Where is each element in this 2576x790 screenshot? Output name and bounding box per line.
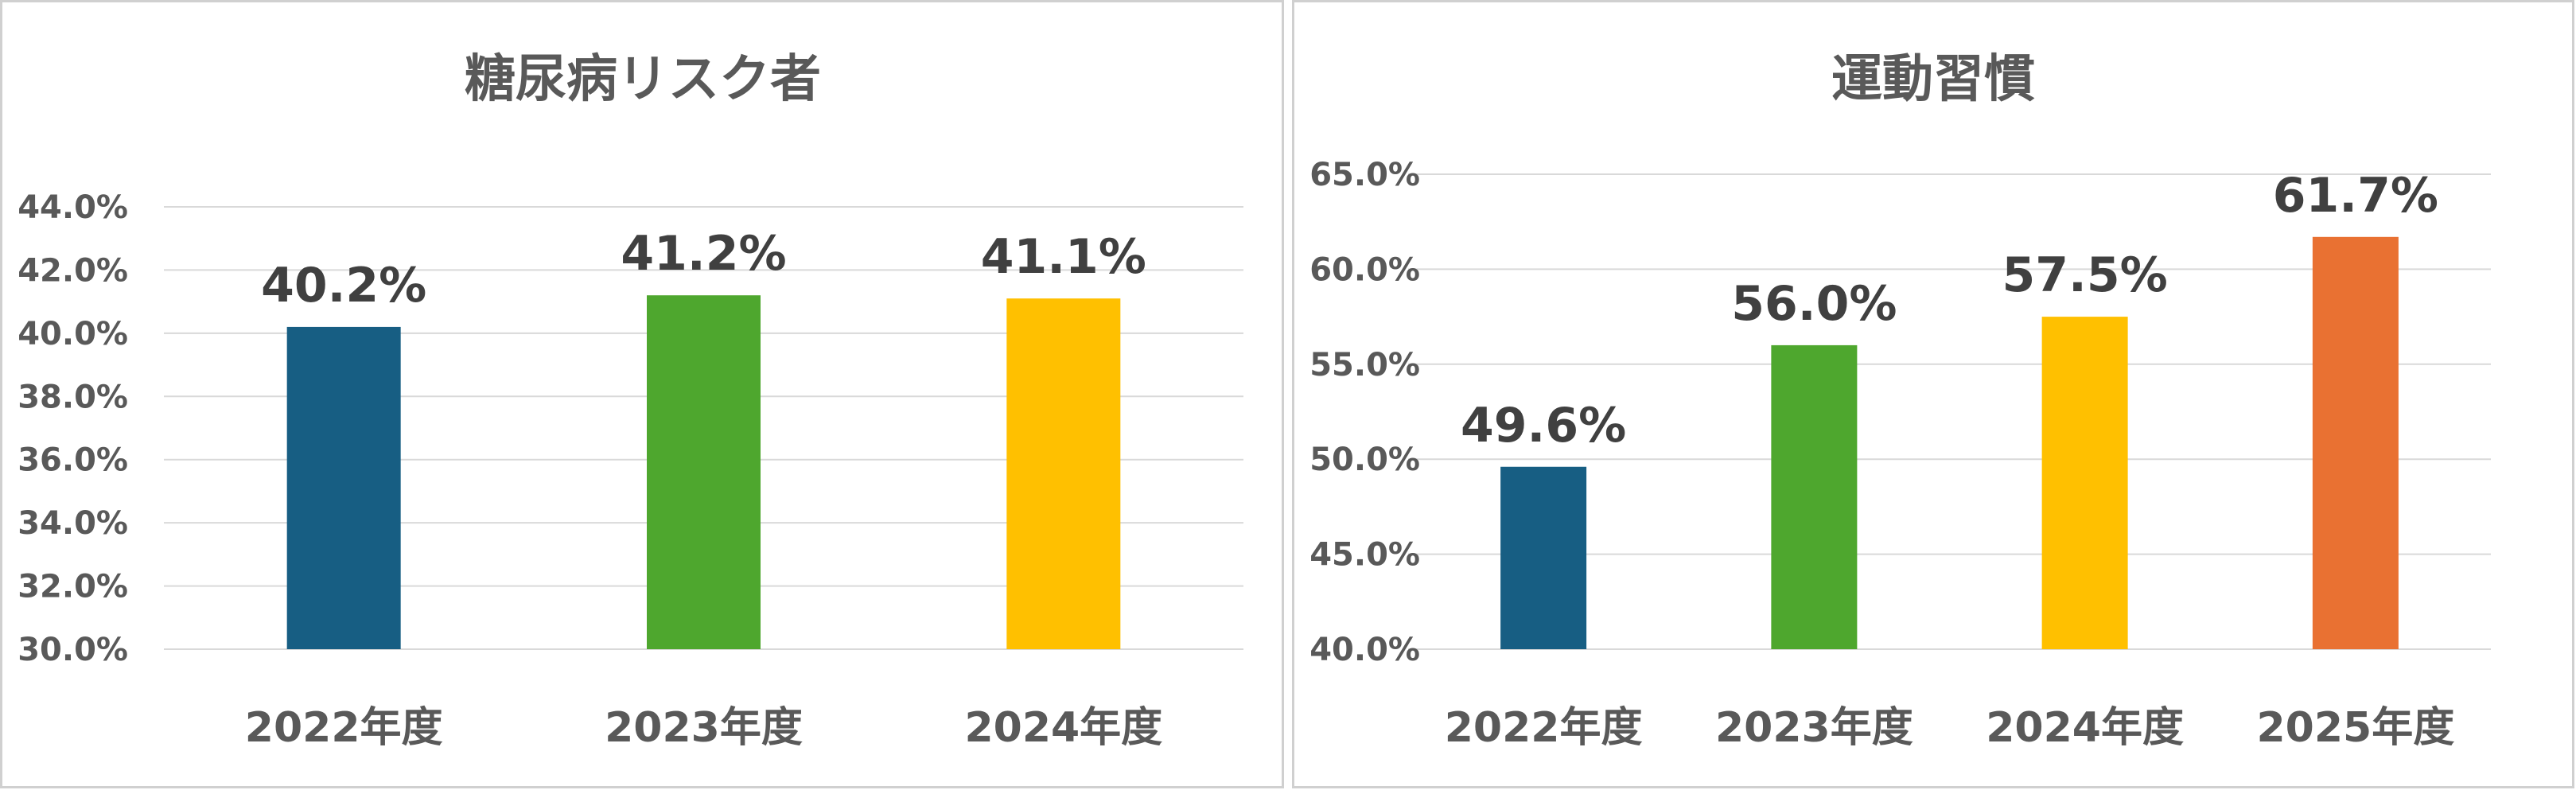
diabetes-risk-chart: 糖尿病リスク者 30.0% 32.0% 34.0% 36.0% 38.0% 40.0% 42… (18, 50, 1243, 752)
chart-panel-diabetes-risk: 糖尿病リスク者 30.0% 32.0% 34.0% 36.0% 38.0% 40.0% 42… (0, 0, 1284, 788)
y-tick-label: 38.0% (18, 379, 128, 415)
data-label: 49.6% (1461, 398, 1626, 453)
chart-panel-exercise-habit: 運動習慣 40.0% 45.0% 50.0% 55.0% 60.0% 65.0% 49.6%… (1292, 0, 2574, 788)
data-label: 40.2% (261, 258, 426, 313)
bar (1500, 466, 1587, 649)
bar (2312, 236, 2399, 650)
data-label: 41.1% (981, 229, 1146, 285)
y-tick-label: 65.0% (1309, 157, 1420, 193)
y-tick-label: 50.0% (1309, 442, 1420, 478)
y-tick-label: 34.0% (18, 505, 128, 542)
bar (1006, 298, 1121, 649)
data-label: 57.5% (2002, 247, 2168, 303)
data-label: 41.2% (621, 226, 786, 282)
y-tick-label: 60.0% (1309, 251, 1420, 288)
x-category-label: 2023年度 (605, 704, 803, 752)
y-tick-label: 30.0% (18, 632, 128, 668)
exercise-habit-chart: 運動習慣 40.0% 45.0% 50.0% 55.0% 60.0% 65.0% 49.6%… (1309, 50, 2491, 752)
x-category-label: 2024年度 (964, 704, 1162, 752)
y-tick-label: 44.0% (18, 189, 128, 226)
y-tick-label: 36.0% (18, 442, 128, 479)
x-category-label: 2023年度 (1715, 704, 1913, 752)
x-category-label: 2022年度 (1445, 704, 1643, 752)
bar (647, 295, 761, 649)
chart-title: 糖尿病リスク者 (465, 50, 821, 109)
y-tick-label: 42.0% (18, 252, 128, 289)
y-tick-label: 32.0% (18, 569, 128, 605)
data-label: 56.0% (1731, 276, 1897, 332)
data-label: 61.7% (2273, 168, 2438, 224)
y-tick-label: 55.0% (1309, 347, 1420, 383)
bar (2041, 317, 2128, 649)
x-category-label: 2022年度 (245, 704, 443, 752)
y-tick-label: 45.0% (1309, 537, 1420, 574)
chart-title: 運動習慣 (1831, 50, 2035, 109)
y-tick-label: 40.0% (18, 316, 128, 352)
x-category-label: 2025年度 (2257, 704, 2455, 752)
x-category-label: 2024年度 (1986, 704, 2184, 752)
bar (286, 326, 401, 649)
bar (1771, 344, 1858, 649)
y-tick-label: 40.0% (1309, 632, 1420, 668)
